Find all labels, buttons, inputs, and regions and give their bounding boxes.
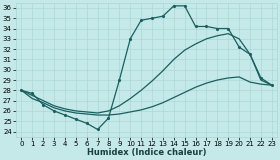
X-axis label: Humidex (Indice chaleur): Humidex (Indice chaleur) [87, 148, 206, 157]
